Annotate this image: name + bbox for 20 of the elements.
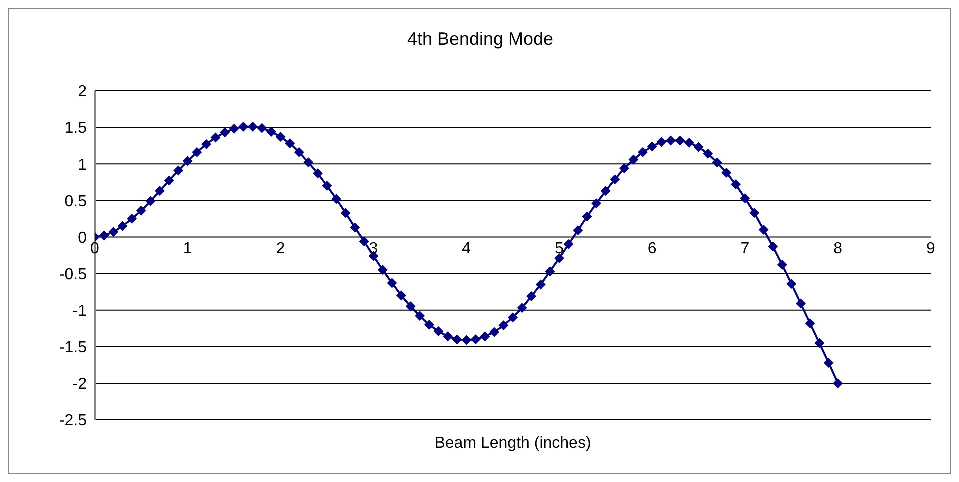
x-tick-label: 8	[834, 240, 843, 258]
x-tick-label: 0	[90, 240, 100, 258]
y-tick-label: -2.5	[59, 412, 88, 430]
y-tick-label: 0.5	[64, 193, 88, 210]
x-tick-label: 5	[554, 240, 564, 258]
chart-title: 4th Bending Mode	[406, 29, 555, 50]
y-tick-label: -1	[72, 303, 88, 320]
y-tick-label: 1	[78, 156, 88, 174]
y-tick-label: 1.5	[64, 120, 88, 138]
x-tick-label: 6	[648, 240, 657, 258]
x-axis-title: Beam Length (inches)	[434, 435, 592, 452]
x-tick-label: 4	[462, 240, 472, 258]
x-tick-label: 2	[276, 240, 286, 258]
x-tick-label: 7	[740, 240, 750, 258]
y-tick-label: 2	[78, 84, 88, 101]
x-tick-label: 9	[926, 240, 936, 258]
x-tick-label: 1	[183, 240, 192, 258]
y-tick-label: -2	[72, 376, 88, 394]
y-tick-label: -1.5	[59, 340, 88, 357]
y-tick-label: -0.5	[59, 266, 88, 284]
